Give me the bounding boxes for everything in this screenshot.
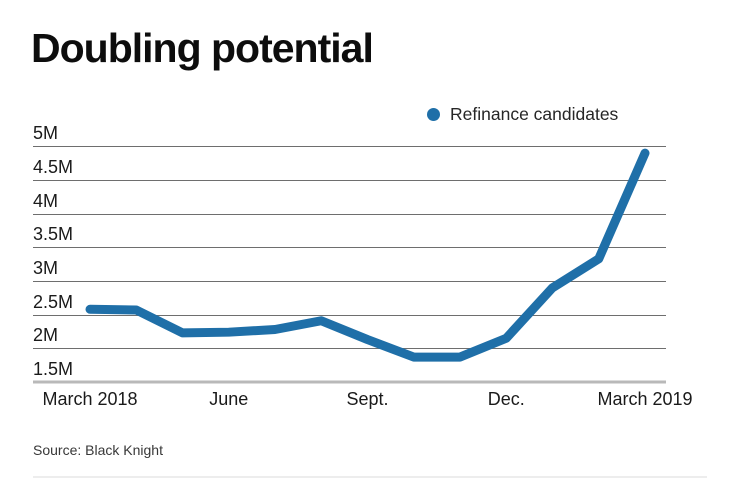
y-tick-label: 4M bbox=[33, 190, 59, 211]
chart-title: Doubling potential bbox=[31, 25, 374, 71]
legend-label: Refinance candidates bbox=[450, 104, 619, 124]
legend: Refinance candidates bbox=[427, 104, 618, 124]
y-tick-label: 3.5M bbox=[33, 224, 74, 245]
x-tick-label: Sept. bbox=[346, 389, 389, 409]
source-attribution: Source: Black Knight bbox=[33, 442, 163, 458]
legend-dot-icon bbox=[427, 107, 440, 121]
refinance-candidates-line bbox=[85, 148, 650, 362]
y-tick-label: 3M bbox=[33, 258, 59, 279]
x-tick-label: June bbox=[209, 389, 249, 409]
bottom-divider bbox=[33, 476, 707, 478]
x-tick-label: Dec. bbox=[487, 389, 525, 409]
y-tick-label: 2.5M bbox=[33, 291, 74, 312]
x-tick-label: March 2018 bbox=[42, 389, 138, 409]
y-tick-label: 2M bbox=[33, 325, 59, 346]
y-tick-label: 4.5M bbox=[33, 157, 74, 178]
y-tick-label: 1.5M bbox=[33, 359, 74, 379]
x-tick-label: March 2019 bbox=[597, 389, 693, 409]
y-tick-label: 5M bbox=[33, 123, 59, 144]
